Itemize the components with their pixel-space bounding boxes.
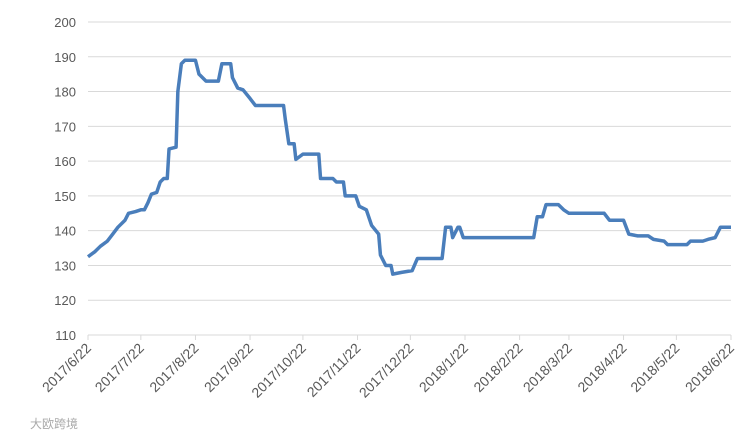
x-tick-label: 2017/8/22 [146,340,202,396]
y-tick-label: 110 [55,328,76,343]
x-tick-label: 2017/10/22 [248,340,309,401]
x-tick-label: 2017/11/22 [304,340,364,400]
x-tick-label: 2018/5/22 [627,340,683,396]
x-tick-label: 2018/2/22 [470,340,526,396]
y-tick-label: 120 [54,293,76,308]
x-tick-label: 2018/4/22 [574,340,630,396]
x-tick-label: 2018/1/22 [416,340,472,396]
y-tick-label: 140 [54,224,76,239]
x-tick-label: 2017/9/22 [201,340,257,396]
x-tick-label: 2018/3/22 [520,340,576,396]
x-tick-label: 2017/12/22 [356,340,417,401]
y-tick-label: 200 [54,15,76,30]
y-tick-label: 150 [54,189,76,204]
x-tick-label: 2017/7/22 [92,340,148,396]
y-tick-label: 130 [54,258,76,273]
y-tick-label: 170 [54,119,76,134]
y-tick-label: 160 [54,154,76,169]
watermark: 大欧跨境 [30,416,78,431]
x-tick-label: 2018/6/22 [682,340,738,396]
y-tick-label: 180 [54,85,76,100]
y-tick-label: 190 [54,50,76,65]
x-tick-label: 2017/6/22 [39,340,95,396]
data-line [86,58,731,276]
